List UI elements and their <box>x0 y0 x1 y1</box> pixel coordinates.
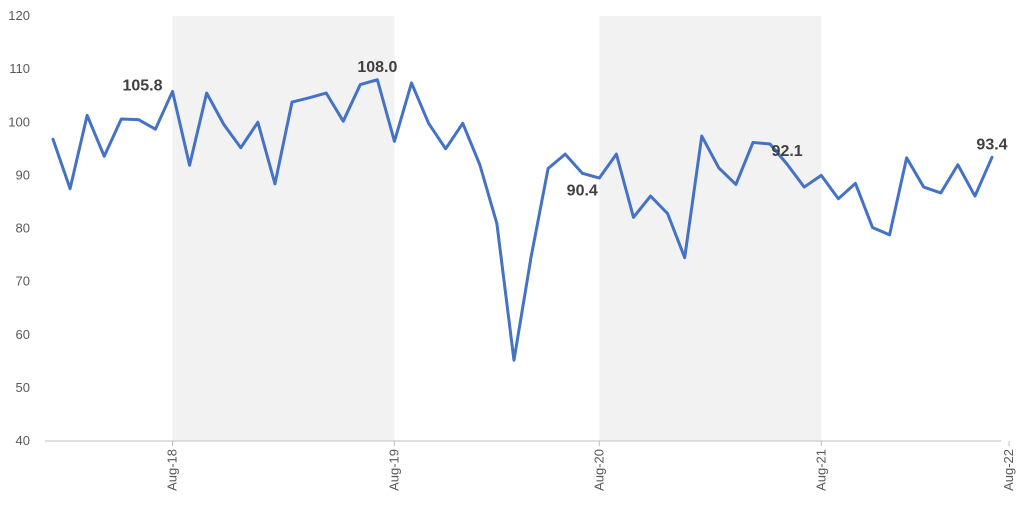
data-point <box>188 164 191 167</box>
data-point <box>598 177 601 180</box>
data-point <box>495 222 498 225</box>
data-point <box>410 81 413 84</box>
data-point <box>291 101 294 104</box>
data-point <box>973 195 976 198</box>
data-point <box>837 197 840 200</box>
data-point <box>205 92 208 95</box>
y-tick-label: 80 <box>16 221 30 236</box>
data-point <box>325 92 328 95</box>
shaded-period-1 <box>599 16 822 441</box>
y-tick-label: 70 <box>16 274 30 289</box>
data-point <box>376 78 379 81</box>
data-point <box>581 172 584 175</box>
data-label: 90.4 <box>567 182 598 199</box>
data-label: 93.4 <box>976 136 1007 153</box>
x-tick-label: Aug-19 <box>386 449 401 491</box>
series-group <box>51 78 994 362</box>
y-axis-ticks: 40 50 60 70 80 90 100 110 120 <box>8 8 30 448</box>
data-point <box>120 118 123 121</box>
y-tick-label: 90 <box>16 167 30 182</box>
data-point <box>734 183 737 186</box>
y-tick-label: 120 <box>8 8 30 23</box>
data-point <box>256 121 259 124</box>
data-point <box>393 140 396 143</box>
data-point <box>137 118 140 121</box>
data-point <box>700 135 703 138</box>
data-point <box>478 163 481 166</box>
data-point <box>956 163 959 166</box>
data-point <box>666 212 669 215</box>
data-point <box>717 166 720 169</box>
data-point <box>427 122 430 125</box>
data-point <box>342 120 345 123</box>
data-label: 108.0 <box>357 59 397 76</box>
data-labels: 105.8 108.0 90.4 92.1 93.4 <box>122 59 1007 200</box>
data-point <box>803 186 806 189</box>
data-point <box>154 128 157 131</box>
data-point <box>939 191 942 194</box>
shaded-periods <box>172 16 822 441</box>
data-label: 92.1 <box>772 143 803 160</box>
data-point <box>751 141 754 144</box>
data-point <box>461 122 464 125</box>
data-point <box>649 195 652 198</box>
data-point <box>615 153 618 156</box>
shaded-period-0 <box>172 16 395 441</box>
data-point <box>512 359 515 362</box>
y-tick-label: 100 <box>8 114 30 129</box>
data-point <box>888 233 891 236</box>
series-line <box>51 78 994 362</box>
data-point <box>991 156 994 159</box>
data-point <box>359 83 362 86</box>
x-tick-label: Aug-21 <box>813 449 828 491</box>
data-point <box>171 90 174 93</box>
data-point <box>103 155 106 158</box>
data-point <box>222 123 225 126</box>
data-point <box>52 138 55 141</box>
data-label: 105.8 <box>122 77 162 94</box>
data-point <box>905 156 908 159</box>
data-point <box>683 256 686 259</box>
data-point <box>547 167 550 170</box>
data-point <box>820 174 823 177</box>
data-point <box>239 146 242 149</box>
y-tick-label: 60 <box>16 327 30 342</box>
data-point <box>308 96 311 99</box>
y-tick-label: 40 <box>16 433 30 448</box>
data-point <box>854 182 857 185</box>
data-point <box>871 226 874 229</box>
x-axis-ticks: Aug-18 Aug-19 Aug-20 Aug-21 Aug-22 <box>165 441 1016 491</box>
data-point <box>86 114 89 117</box>
x-tick-label: Aug-20 <box>591 449 606 491</box>
y-tick-label: 110 <box>9 61 30 76</box>
x-tick-label: Aug-22 <box>1001 449 1016 491</box>
data-point <box>786 163 789 166</box>
data-point <box>922 186 925 189</box>
y-tick-label: 50 <box>16 380 30 395</box>
data-point <box>273 182 276 185</box>
data-point <box>530 256 533 259</box>
data-point <box>444 147 447 150</box>
data-point <box>69 187 72 190</box>
x-tick-label: Aug-18 <box>165 449 180 491</box>
data-point <box>632 216 635 219</box>
data-point <box>564 153 567 156</box>
